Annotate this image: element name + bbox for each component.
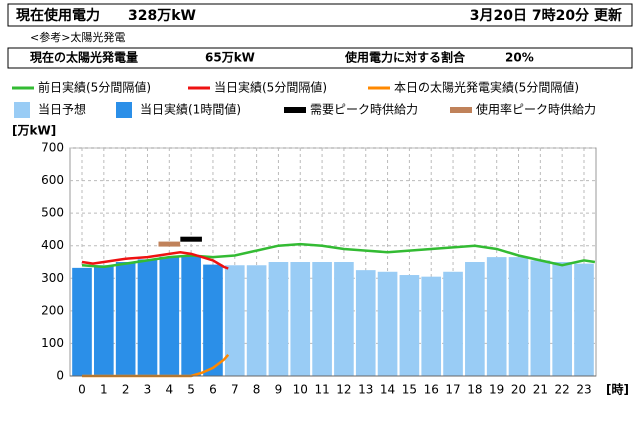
legend-label: 本日の太陽光発電実績(5分間隔値) xyxy=(394,80,579,95)
y-tick-label: 400 xyxy=(41,238,64,252)
x-tick-label: 17 xyxy=(445,383,460,397)
x-tick-label: 7 xyxy=(231,383,239,397)
y-tick-label: 100 xyxy=(41,336,64,350)
x-tick-label: 3 xyxy=(144,383,152,397)
x-tick-label: 15 xyxy=(402,383,417,397)
bar xyxy=(508,257,529,376)
updated: 3月20日 7時20分 更新 xyxy=(470,7,622,24)
legend-swatch xyxy=(450,107,472,113)
bar xyxy=(486,257,507,376)
solar-label: 現在の太陽光発電量 xyxy=(30,50,138,65)
legend-label: 前日実績(5分間隔値) xyxy=(38,80,151,95)
bar xyxy=(115,262,136,376)
y-tick-label: 0 xyxy=(56,369,64,383)
legend-label: 当日実績(1時間値) xyxy=(140,102,241,117)
line xyxy=(81,242,596,269)
bar xyxy=(312,262,332,376)
legend-swatch xyxy=(14,102,30,118)
bar xyxy=(443,271,463,376)
x-tick-label: 20 xyxy=(511,383,526,397)
bar xyxy=(268,262,289,376)
y-tick-label: 600 xyxy=(41,173,64,187)
peak-marker xyxy=(158,241,181,247)
solar-box xyxy=(7,47,633,69)
x-tick-label: 2 xyxy=(122,383,130,397)
x-tick-label: 18 xyxy=(467,383,482,397)
x-tick-label: 10 xyxy=(293,383,308,397)
x-tick-label: 9 xyxy=(275,383,283,397)
x-tick-label: 22 xyxy=(555,383,570,397)
bar xyxy=(159,256,180,376)
header-box xyxy=(7,3,633,27)
bar xyxy=(377,271,398,376)
bar xyxy=(421,276,442,376)
y-axis-label: [万kW] xyxy=(12,124,56,138)
x-tick-label: 14 xyxy=(380,383,395,397)
ratio-value: 20% xyxy=(505,51,534,65)
bar xyxy=(552,262,572,376)
reference: <参考>太陽光発電 xyxy=(30,30,125,44)
bar xyxy=(465,262,485,376)
legend-label: 使用率ピーク時供給力 xyxy=(476,102,596,117)
x-tick-label: 11 xyxy=(314,383,329,397)
usage-label: 現在使用電力 xyxy=(16,7,100,24)
x-tick-label: 8 xyxy=(253,383,261,397)
y-tick-label: 300 xyxy=(41,271,64,285)
bar xyxy=(137,259,158,376)
bar xyxy=(574,263,594,376)
y-tick-label: 700 xyxy=(41,141,64,155)
bar xyxy=(355,270,376,376)
bar xyxy=(334,262,354,376)
line xyxy=(81,250,229,270)
x-tick-label: 0 xyxy=(78,383,86,397)
bar xyxy=(72,267,92,376)
y-tick-label: 200 xyxy=(41,303,64,317)
x-tick-label: 19 xyxy=(489,383,504,397)
legend-label: 需要ピーク時供給力 xyxy=(310,103,418,117)
bar xyxy=(399,275,420,376)
bar xyxy=(181,255,201,376)
peak-marker xyxy=(180,236,202,242)
x-tick-label: 13 xyxy=(358,383,373,397)
legend-swatch xyxy=(116,102,132,118)
bar xyxy=(246,265,267,376)
ratio-label: 使用電力に対する割合 xyxy=(344,50,466,65)
x-tick-label: 21 xyxy=(533,383,548,397)
x-tick-label: 1 xyxy=(100,383,108,397)
legend-label: 当日予想 xyxy=(38,102,86,117)
x-tick-label: 23 xyxy=(576,383,591,397)
y-tick-label: 500 xyxy=(41,206,64,220)
solar-value: 65万kW xyxy=(205,51,255,65)
x-tick-label: 5 xyxy=(187,383,195,397)
legend-swatch xyxy=(284,107,306,113)
x-tick-label: 4 xyxy=(165,383,173,397)
bar xyxy=(94,265,114,376)
legend-label: 当日実績(5分間隔値) xyxy=(214,80,327,95)
bar xyxy=(530,260,551,376)
usage-value: 328万kW xyxy=(128,8,196,24)
x-tick-label: 12 xyxy=(336,383,351,397)
x-axis-label: [時] xyxy=(606,382,629,397)
bar xyxy=(203,264,223,376)
bar xyxy=(224,265,245,376)
x-tick-label: 6 xyxy=(209,383,217,397)
bar xyxy=(290,262,311,376)
x-tick-label: 16 xyxy=(424,383,439,397)
